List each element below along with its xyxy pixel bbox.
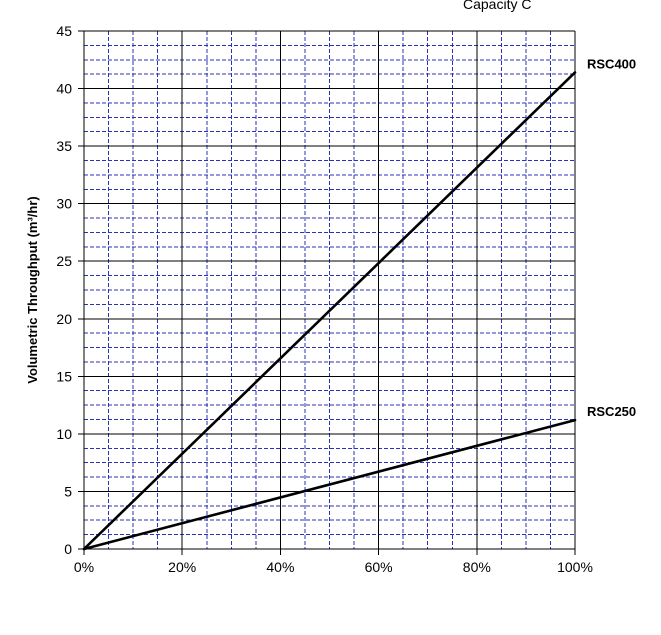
corner-text: Capacity C — [463, 0, 531, 12]
y-tick-label: 40 — [56, 81, 72, 97]
y-tick-label: 35 — [56, 138, 72, 154]
x-tick-label: 80% — [463, 559, 491, 575]
series-line-rsc400 — [82, 71, 577, 551]
series-layer — [82, 71, 577, 551]
y-tick-label: 30 — [56, 196, 72, 212]
axes-layer — [78, 30, 576, 555]
y-tick-label: 20 — [56, 311, 72, 327]
y-axis-label: Volumetric Throughput (m³/hr) — [25, 196, 40, 384]
series-line-rsc250 — [82, 418, 577, 551]
x-tick-label: 40% — [266, 559, 294, 575]
y-tick-label: 45 — [56, 23, 72, 39]
y-tick-label: 25 — [56, 253, 72, 269]
grid-layer — [83, 30, 576, 550]
y-tick-label: 15 — [56, 368, 72, 384]
series-label-rsc400: RSC400 — [587, 56, 636, 71]
x-tick-label: 20% — [168, 559, 196, 575]
labels-layer: 0 5 10 15 20 25 30 35 40 45 0% 20% 40% 60% 80% 100% RSC4… — [56, 23, 636, 575]
y-tick-label: 5 — [64, 483, 72, 499]
y-tick-label: 0 — [64, 541, 72, 557]
x-tick-label: 0% — [74, 559, 94, 575]
y-tick-label: 10 — [56, 426, 72, 442]
x-tick-label: 100% — [557, 559, 593, 575]
series-label-rsc250: RSC250 — [587, 404, 636, 419]
x-tick-label: 60% — [365, 559, 393, 575]
